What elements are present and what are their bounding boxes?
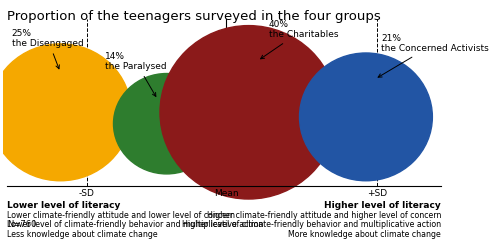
Text: 14%
the Paralysed: 14% the Paralysed	[104, 52, 166, 96]
Text: Lower level of literacy: Lower level of literacy	[7, 201, 120, 210]
Text: +SD: +SD	[367, 189, 387, 198]
Text: -SD: -SD	[79, 189, 95, 198]
Ellipse shape	[160, 26, 337, 199]
Text: More knowledge about climate change: More knowledge about climate change	[288, 230, 441, 239]
Text: Proportion of the teenagers surveyed in the four groups: Proportion of the teenagers surveyed in …	[7, 10, 381, 23]
Ellipse shape	[114, 74, 220, 174]
Text: Higher climate-friendly attitude and higher level of concern: Higher climate-friendly attitude and hig…	[207, 211, 441, 220]
Text: Mean: Mean	[214, 189, 238, 198]
Ellipse shape	[300, 53, 432, 181]
Text: 40%
the Charitables: 40% the Charitables	[260, 20, 338, 59]
Text: Lower level of climate-friendly behavior and multiplicative action: Lower level of climate-friendly behavior…	[7, 220, 264, 229]
Text: N=760: N=760	[7, 220, 36, 229]
Ellipse shape	[0, 44, 131, 181]
Text: Higher level of climate-friendly behavior and multiplicative action: Higher level of climate-friendly behavio…	[182, 220, 441, 229]
Text: Higher level of literacy: Higher level of literacy	[324, 201, 441, 210]
Text: 21%
the Concerned Activists: 21% the Concerned Activists	[378, 34, 489, 77]
Text: 25%
the Disengaged: 25% the Disengaged	[12, 29, 84, 69]
Text: Lower climate-friendly attitude and lower level of concern: Lower climate-friendly attitude and lowe…	[7, 211, 235, 220]
Text: Less knowledge about climate change: Less knowledge about climate change	[7, 230, 158, 239]
